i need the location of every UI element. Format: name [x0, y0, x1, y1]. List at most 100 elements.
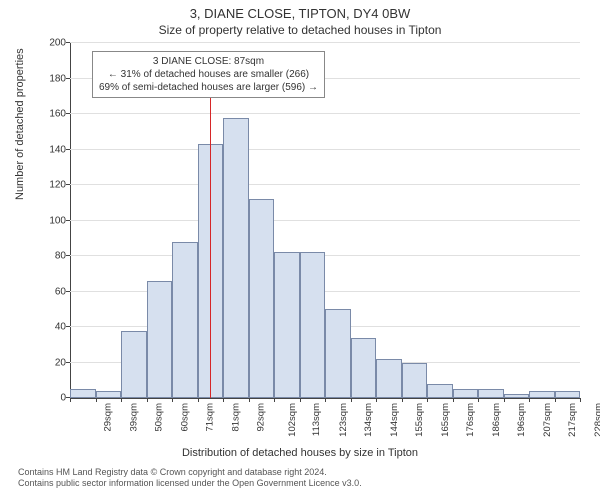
- histogram-bar: [96, 391, 122, 398]
- histogram-bar: [300, 252, 326, 398]
- xtick-label: 228sqm: [592, 403, 600, 437]
- histogram-bar: [70, 389, 96, 398]
- xtick-label: 50sqm: [154, 403, 165, 432]
- ytick-label: 160: [26, 109, 66, 120]
- annotation-line: 3 DIANE CLOSE: 87sqm: [99, 55, 318, 68]
- histogram-bar: [172, 242, 198, 398]
- histogram-bar: [555, 391, 581, 398]
- xtick-mark: [453, 398, 454, 402]
- title-main: 3, DIANE CLOSE, TIPTON, DY4 0BW: [0, 6, 600, 21]
- xtick-mark: [70, 398, 71, 402]
- annotation-line: 69% of semi-detached houses are larger (…: [99, 81, 318, 94]
- gridline-h: [70, 149, 580, 150]
- gridline-h: [70, 42, 580, 43]
- xtick-label: 113sqm: [311, 403, 322, 436]
- histogram-bar: [402, 363, 428, 399]
- histogram-bar: [223, 118, 249, 398]
- ytick-label: 200: [26, 38, 66, 49]
- ytick-label: 120: [26, 180, 66, 191]
- xtick-mark: [300, 398, 301, 402]
- footer-attribution: Contains HM Land Registry data © Crown c…: [18, 467, 600, 490]
- xtick-label: 123sqm: [337, 403, 348, 437]
- xtick-mark: [478, 398, 479, 402]
- gridline-h: [70, 113, 580, 114]
- plot-area: 3 DIANE CLOSE: 87sqm← 31% of detached ho…: [70, 43, 580, 398]
- histogram-bar: [274, 252, 300, 398]
- histogram-bar: [351, 338, 377, 398]
- ytick-mark: [66, 42, 70, 43]
- ytick-label: 40: [26, 322, 66, 333]
- ytick-mark: [66, 113, 70, 114]
- ytick-mark: [66, 184, 70, 185]
- xtick-label: 92sqm: [256, 403, 267, 432]
- xtick-mark: [504, 398, 505, 402]
- xtick-label: 165sqm: [439, 403, 450, 437]
- xtick-label: 186sqm: [490, 403, 501, 437]
- ytick-mark: [66, 149, 70, 150]
- histogram-bar: [376, 359, 402, 398]
- histogram-bar: [121, 331, 147, 398]
- gridline-h: [70, 220, 580, 221]
- ytick-label: 0: [26, 393, 66, 404]
- xtick-mark: [223, 398, 224, 402]
- ytick-mark: [66, 362, 70, 363]
- ytick-mark: [66, 78, 70, 79]
- histogram-bar: [504, 394, 530, 398]
- histogram-bar: [453, 389, 479, 398]
- xtick-label: 176sqm: [465, 403, 476, 437]
- histogram-bar: [147, 281, 173, 398]
- xtick-mark: [402, 398, 403, 402]
- xtick-mark: [249, 398, 250, 402]
- ytick-label: 60: [26, 286, 66, 297]
- histogram-bar: [529, 391, 555, 398]
- xtick-label: 196sqm: [516, 403, 527, 437]
- xtick-mark: [274, 398, 275, 402]
- annotation-line: ← 31% of detached houses are smaller (26…: [99, 68, 318, 81]
- ytick-mark: [66, 220, 70, 221]
- xtick-label: 155sqm: [414, 403, 425, 437]
- xtick-mark: [580, 398, 581, 402]
- ytick-label: 20: [26, 357, 66, 368]
- xtick-label: 102sqm: [286, 403, 297, 437]
- gridline-h: [70, 255, 580, 256]
- ytick-label: 140: [26, 144, 66, 155]
- xtick-mark: [555, 398, 556, 402]
- xtick-label: 29sqm: [103, 403, 114, 432]
- xtick-label: 39sqm: [128, 403, 139, 432]
- xtick-label: 81sqm: [230, 403, 241, 432]
- y-axis-label: Number of detached properties: [14, 48, 26, 200]
- histogram-bar: [325, 309, 351, 398]
- xtick-mark: [121, 398, 122, 402]
- ytick-label: 100: [26, 215, 66, 226]
- xtick-label: 60sqm: [179, 403, 190, 432]
- xtick-mark: [172, 398, 173, 402]
- histogram-bar: [478, 389, 504, 398]
- x-axis-label: Distribution of detached houses by size …: [0, 447, 600, 459]
- xtick-mark: [351, 398, 352, 402]
- title-sub: Size of property relative to detached ho…: [0, 23, 600, 37]
- xtick-label: 71sqm: [205, 403, 216, 432]
- xtick-label: 144sqm: [388, 403, 399, 437]
- xtick-mark: [325, 398, 326, 402]
- xtick-mark: [96, 398, 97, 402]
- gridline-h: [70, 184, 580, 185]
- xtick-mark: [376, 398, 377, 402]
- ytick-label: 80: [26, 251, 66, 262]
- xtick-mark: [147, 398, 148, 402]
- ytick-label: 180: [26, 73, 66, 84]
- ytick-mark: [66, 291, 70, 292]
- xtick-label: 207sqm: [541, 403, 552, 437]
- annotation-box: 3 DIANE CLOSE: 87sqm← 31% of detached ho…: [92, 51, 325, 98]
- reference-line: [210, 57, 211, 398]
- histogram-chart: 3 DIANE CLOSE: 87sqm← 31% of detached ho…: [70, 43, 580, 399]
- footer-line-1: Contains HM Land Registry data © Crown c…: [18, 467, 600, 478]
- histogram-bar: [249, 199, 275, 398]
- xtick-label: 134sqm: [363, 403, 374, 437]
- xtick-label: 217sqm: [567, 403, 578, 437]
- ytick-mark: [66, 326, 70, 327]
- footer-line-2: Contains public sector information licen…: [18, 478, 600, 489]
- histogram-bar: [427, 384, 453, 398]
- xtick-mark: [198, 398, 199, 402]
- xtick-mark: [529, 398, 530, 402]
- ytick-mark: [66, 255, 70, 256]
